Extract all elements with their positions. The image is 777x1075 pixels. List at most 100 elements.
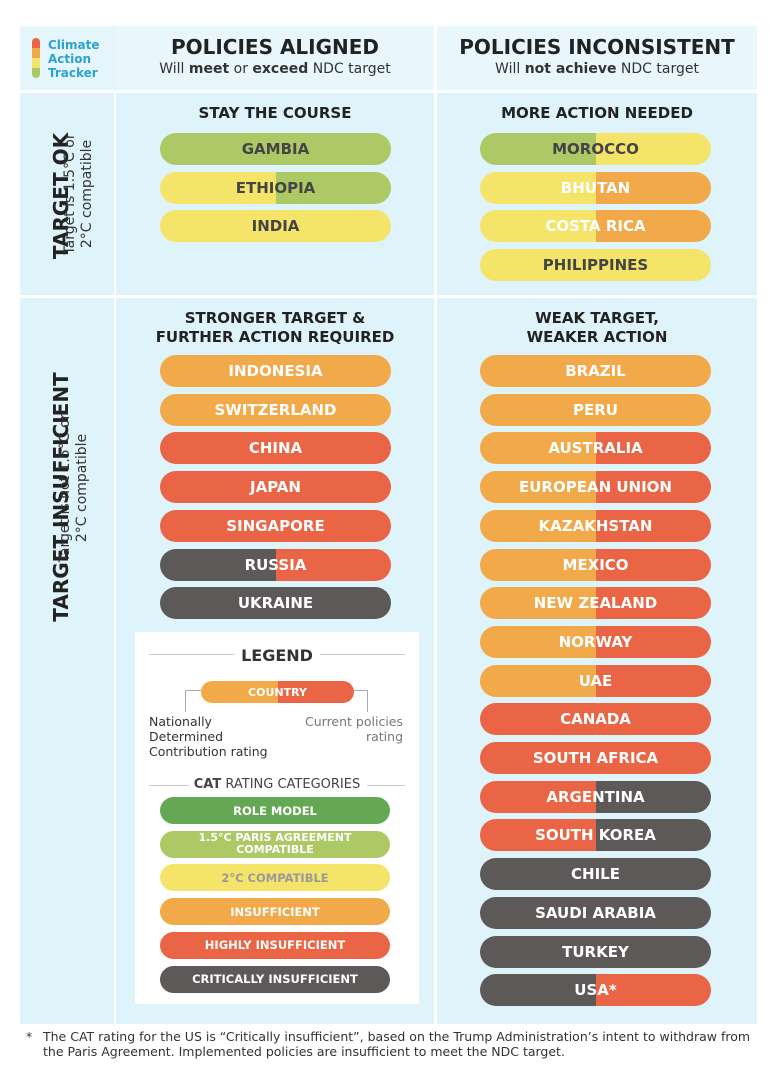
country-pill: MOROCCO bbox=[480, 133, 711, 165]
policies-inconsistent-subtitle: Will not achieve NDC target bbox=[495, 61, 699, 77]
ndc-rating-half bbox=[160, 548, 276, 581]
policies-rating-half bbox=[275, 171, 391, 204]
policies-aligned-subtitle: Will meet or exceed NDC target bbox=[159, 61, 391, 77]
country-name: SINGAPORE bbox=[226, 516, 325, 535]
policies-rating-half bbox=[595, 819, 711, 852]
ndc-rating-half bbox=[160, 587, 276, 620]
country-pill: NORWAY bbox=[480, 625, 711, 658]
policies-rating-half bbox=[275, 548, 391, 581]
legend-sample-label: COUNTRY bbox=[248, 685, 307, 699]
country-name: ETHIOPIA bbox=[235, 178, 316, 197]
ndc-rating-half bbox=[480, 133, 596, 165]
country-name: GAMBIA bbox=[241, 140, 310, 158]
policies-rating-half bbox=[595, 548, 711, 581]
country-name: JAPAN bbox=[250, 478, 301, 497]
ndc-rating-half bbox=[480, 780, 596, 813]
country-pill: SWITZERLAND bbox=[160, 393, 391, 426]
country-pill: SINGAPORE bbox=[160, 509, 391, 542]
weak-target-title-1: WEAK TARGET, bbox=[535, 309, 659, 327]
country-pill: TURKEY bbox=[480, 935, 711, 968]
policies-rating-half bbox=[595, 171, 711, 204]
policies-rating-half bbox=[595, 974, 711, 1007]
ndc-rating-half bbox=[480, 432, 596, 465]
weak-target-title-2: WEAKER ACTION bbox=[526, 328, 668, 346]
category-pill: HIGHLY INSUFFICIENT bbox=[160, 931, 390, 959]
country-name: AUSTRALIA bbox=[548, 439, 643, 458]
ndc-rating-half bbox=[160, 210, 276, 243]
country-pill: CHINA bbox=[160, 432, 391, 465]
country-pill: UAE bbox=[480, 664, 711, 697]
country-pill: USA* bbox=[480, 974, 711, 1007]
legend-bracket-right bbox=[354, 690, 368, 712]
country-name: COSTA RICA bbox=[545, 217, 646, 236]
header-aligned-cell bbox=[116, 26, 434, 90]
stronger-target-title-1: STRONGER TARGET & bbox=[184, 309, 366, 327]
legend-bracket-left bbox=[185, 690, 201, 712]
legend-box: LEGEND COUNTRY Nationally Determined Con… bbox=[135, 632, 419, 1004]
policies-inconsistent-title: POLICIES INCONSISTENT bbox=[459, 35, 735, 59]
country-pill: PERU bbox=[480, 393, 711, 426]
ndc-rating-half bbox=[480, 210, 596, 243]
ndc-rating-half bbox=[160, 471, 276, 504]
ndc-rating-half bbox=[480, 587, 596, 620]
policies-rating-half bbox=[595, 780, 711, 813]
country-name: INDONESIA bbox=[228, 362, 323, 380]
country-pill: SOUTH KOREA bbox=[480, 819, 711, 852]
footnote-text: The CAT rating for the US is “Critically… bbox=[43, 1029, 751, 1059]
ndc-rating-half bbox=[480, 171, 596, 204]
country-pill: ARGENTINA bbox=[480, 780, 711, 813]
target-ok-sub-1: Target is 1.5°C or bbox=[62, 133, 78, 255]
logo-line-3: Tracker bbox=[48, 66, 98, 80]
legend-rule-left bbox=[149, 654, 234, 655]
country-pill: ETHIOPIA bbox=[160, 171, 391, 204]
stay-course-title: STAY THE COURSE bbox=[198, 104, 352, 122]
row-insufficient-sublabel: Target is not 1.5°C or 2°C compatible bbox=[57, 368, 97, 608]
country-name: USA* bbox=[574, 981, 617, 1000]
policies-rating-half bbox=[595, 625, 711, 658]
ndc-rating-half bbox=[160, 171, 276, 204]
ndc-rating-half bbox=[480, 625, 596, 658]
legend-sample-pill: COUNTRY bbox=[201, 681, 354, 703]
country-name: ARGENTINA bbox=[546, 787, 645, 806]
policies-rating-half bbox=[595, 935, 711, 968]
ndc-rating-half bbox=[160, 355, 276, 387]
country-name: EUROPEAN UNION bbox=[519, 478, 672, 497]
target-insufficient-sub-1: Target is not 1.5°C or bbox=[57, 413, 73, 563]
policies-rating-half bbox=[275, 133, 391, 165]
weak-target-title: WEAK TARGET, WEAKER ACTION bbox=[437, 309, 757, 347]
ndc-rating-half bbox=[480, 974, 596, 1007]
country-pill: RUSSIA bbox=[160, 548, 391, 581]
ndc-rating-half bbox=[480, 249, 596, 282]
ndc-rating-half bbox=[160, 432, 276, 465]
policies-rating-half bbox=[275, 587, 391, 620]
row-ok-sublabel: Target is 1.5°C or 2°C compatible bbox=[62, 94, 122, 294]
policies-rating-half bbox=[595, 664, 711, 697]
ndc-rating-half bbox=[480, 471, 596, 504]
country-name: BHUTAN bbox=[560, 178, 631, 197]
country-name: BRAZIL bbox=[565, 362, 626, 380]
country-name: MOROCCO bbox=[552, 140, 639, 158]
ndc-rating-half bbox=[480, 509, 596, 542]
ndc-rating-half bbox=[480, 742, 596, 774]
category-pill: INSUFFICIENT bbox=[160, 898, 390, 926]
policies-rating-half bbox=[595, 133, 711, 165]
policies-rating-half bbox=[595, 703, 711, 736]
ndc-rating-half bbox=[480, 355, 596, 387]
target-ok-sub-2: 2°C compatible bbox=[79, 139, 95, 249]
ndc-rating-half bbox=[480, 393, 596, 426]
logo-line-1: Climate bbox=[48, 38, 100, 52]
policies-rating-half bbox=[595, 587, 711, 620]
categories-rule-left bbox=[149, 785, 189, 786]
ndc-rating-half bbox=[480, 703, 596, 736]
legend-title: LEGEND bbox=[241, 646, 313, 665]
more-action-title: MORE ACTION NEEDED bbox=[501, 104, 693, 122]
categories-title: CAT RATING CATEGORIES bbox=[193, 777, 361, 792]
policies-rating-half bbox=[595, 210, 711, 243]
stronger-target-title: STRONGER TARGET & FURTHER ACTION REQUIRE… bbox=[116, 309, 434, 347]
country-name: CANADA bbox=[560, 710, 631, 729]
country-pill: COSTA RICA bbox=[480, 210, 711, 243]
country-pill: NEW ZEALAND bbox=[480, 587, 711, 620]
climate-action-tracker-logo: Climate Action Tracker bbox=[20, 26, 116, 90]
policies-rating-half bbox=[595, 509, 711, 542]
category-pill: 2°C COMPATIBLE bbox=[160, 864, 390, 892]
